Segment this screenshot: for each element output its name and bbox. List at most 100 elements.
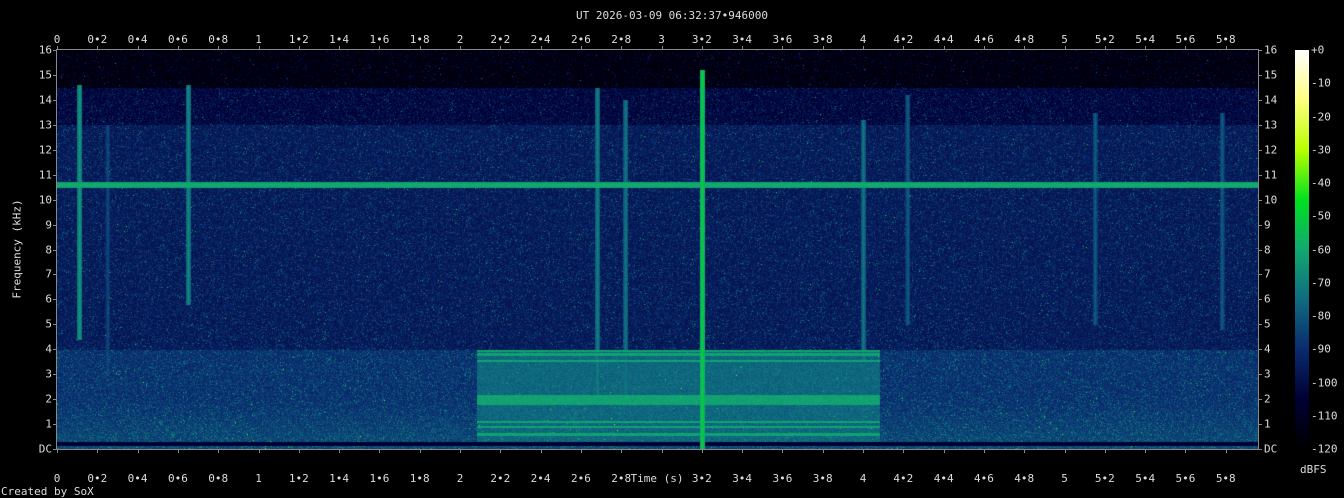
x-tick-mark [137, 449, 139, 453]
x-axis-label: Time (s) [630, 472, 684, 485]
y-tick-mark [1258, 324, 1262, 326]
y-tick-mark [1258, 99, 1262, 101]
x-tick-label-top: 3•4 [732, 33, 753, 46]
y-tick-mark [1258, 374, 1262, 376]
y-tick-label-right: 9 [1264, 218, 1271, 232]
x-tick-mark [943, 46, 945, 50]
x-tick-label-bottom: 3•2 [691, 472, 712, 485]
x-tick-mark [782, 46, 784, 50]
y-tick-mark [53, 149, 57, 151]
x-tick-label-bottom: 2•8 [611, 472, 632, 485]
x-tick-mark [1185, 449, 1187, 453]
y-tick-mark [1258, 149, 1262, 151]
x-tick-label-top: 2•4 [530, 33, 551, 46]
y-tick-mark [1258, 199, 1262, 201]
x-tick-label-bottom: 5•2 [1094, 472, 1115, 485]
x-tick-mark [1104, 46, 1106, 50]
x-tick-mark [339, 449, 341, 453]
x-tick-label-bottom: 4 [859, 472, 867, 485]
x-tick-label-top: 1•4 [329, 33, 350, 46]
x-tick-mark [137, 46, 139, 50]
x-tick-mark [903, 449, 905, 453]
x-tick-mark [1225, 46, 1227, 50]
x-tick-mark [258, 449, 260, 453]
y-tick-label-left: DC [38, 442, 52, 456]
y-tick-mark [53, 449, 57, 450]
colorbar-unit-label: dBFS [1300, 463, 1327, 476]
x-tick-label-bottom: 3•8 [812, 472, 833, 485]
x-tick-label-top: 4•8 [1014, 33, 1035, 46]
x-tick-label-bottom: 4•8 [1014, 472, 1035, 485]
x-tick-mark [500, 449, 502, 453]
spectrogram-heatmap [57, 50, 1258, 449]
x-tick-label-top: 5•2 [1094, 33, 1115, 46]
colorbar-tick-label: -100 [1311, 376, 1338, 389]
x-tick-label-bottom: 4•4 [933, 472, 954, 485]
x-tick-mark [1145, 46, 1147, 50]
colorbar-tick-label: -60 [1311, 243, 1331, 256]
x-tick-label-top: 1•8 [409, 33, 430, 46]
footer-credit: Created by SoX [1, 485, 94, 498]
x-tick-mark [580, 449, 582, 453]
y-tick-label-right: 6 [1264, 292, 1271, 306]
x-tick-mark [298, 46, 300, 50]
x-tick-label-bottom: 1 [255, 472, 262, 485]
x-tick-mark [863, 46, 865, 50]
y-tick-label-left: 10 [38, 193, 52, 207]
x-tick-label-bottom: 1•8 [409, 472, 430, 485]
y-tick-label-left: 12 [38, 143, 52, 157]
y-tick-label-left: 16 [38, 43, 52, 57]
x-tick-mark [983, 449, 985, 453]
x-tick-mark [177, 46, 179, 50]
y-tick-mark [53, 399, 57, 401]
x-tick-label-top: 4•6 [974, 33, 994, 46]
colorbar-tick-label: -30 [1311, 143, 1331, 157]
x-tick-label-bottom: 1•2 [288, 472, 309, 485]
x-tick-mark [500, 46, 502, 50]
x-tick-label-bottom: 2•6 [570, 472, 591, 485]
y-tick-label-left: 3 [45, 367, 52, 381]
y-tick-label-right: 2 [1264, 392, 1271, 406]
y-tick-mark [1258, 399, 1262, 401]
y-tick-mark [1258, 249, 1262, 251]
x-tick-label-bottom: 4•2 [893, 472, 914, 485]
y-tick-label-left: 8 [45, 243, 52, 256]
y-tick-label-right: 14 [1264, 93, 1278, 107]
colorbar-tick-label: -90 [1311, 342, 1331, 356]
y-tick-label-left: 1 [45, 417, 52, 431]
x-tick-label-top: 3•2 [691, 33, 712, 46]
x-tick-label-top: 2•2 [490, 33, 511, 46]
colorbar-tick-label: -40 [1311, 176, 1331, 190]
x-tick-mark [983, 46, 985, 50]
colorbar-tick-label: -70 [1311, 276, 1331, 290]
x-tick-mark [1024, 449, 1026, 453]
y-tick-mark [53, 299, 57, 301]
x-tick-mark [903, 46, 905, 50]
x-tick-mark [661, 46, 663, 50]
x-tick-label-top: 0•8 [208, 33, 229, 46]
y-tick-label-left: 4 [45, 342, 52, 356]
y-tick-mark [53, 199, 57, 201]
x-tick-label-bottom: 1•6 [369, 472, 390, 485]
colorbar [1295, 50, 1309, 449]
y-tick-mark [1258, 124, 1262, 126]
x-tick-mark [1104, 449, 1106, 453]
x-tick-mark [339, 46, 341, 50]
y-tick-mark [1258, 50, 1262, 51]
y-tick-label-right: 16 [1264, 43, 1278, 57]
chart-title: UT 2026-03-09 06:32:37•946000 [575, 9, 769, 22]
x-tick-label-top: 5•6 [1175, 33, 1196, 46]
colorbar-tick-label: -10 [1311, 76, 1331, 90]
x-tick-mark [258, 46, 260, 50]
x-tick-label-bottom: 2•2 [490, 472, 511, 485]
x-tick-label-bottom: 5•4 [1135, 472, 1156, 485]
x-tick-mark [822, 46, 824, 50]
x-tick-mark [540, 46, 542, 50]
y-tick-label-right: 7 [1264, 267, 1271, 281]
y-tick-mark [53, 50, 57, 51]
y-tick-label-right: 4 [1264, 342, 1271, 356]
y-tick-label-right: 13 [1264, 118, 1278, 132]
x-tick-mark [97, 449, 99, 453]
x-tick-label-bottom: 0•6 [167, 472, 188, 485]
x-tick-mark [218, 449, 220, 453]
